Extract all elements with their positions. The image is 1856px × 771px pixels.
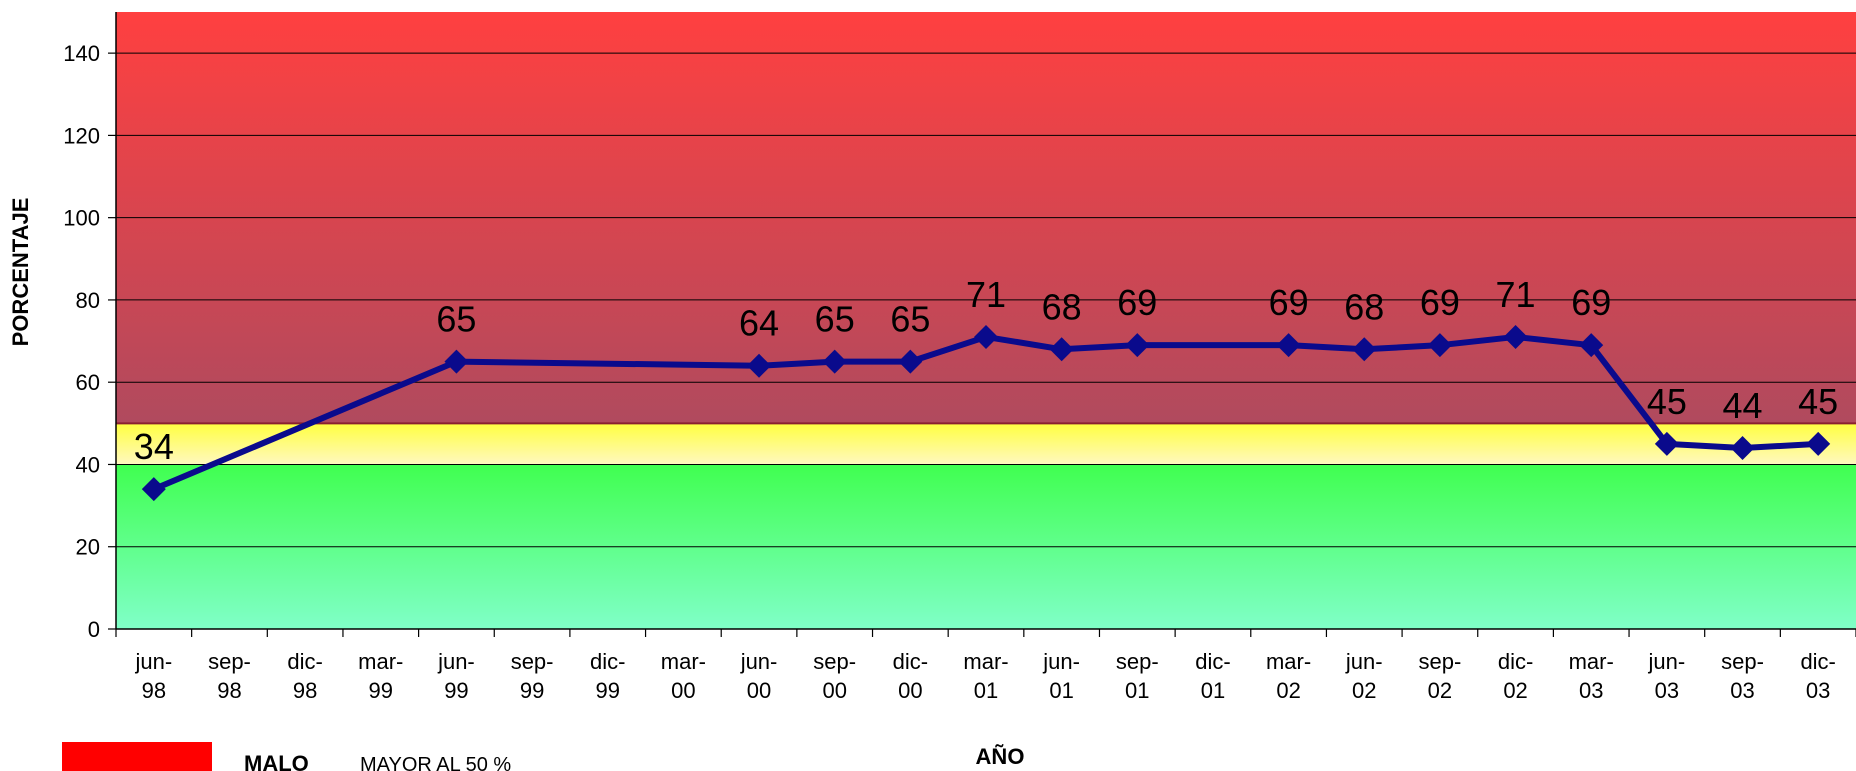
x-tick-label: dic-03 — [1800, 649, 1835, 703]
data-label: 45 — [1647, 381, 1687, 422]
data-point-marker — [1125, 333, 1150, 358]
band-yellow — [116, 423, 1856, 465]
y-tick-label: 100 — [63, 206, 100, 231]
data-label: 64 — [739, 303, 779, 344]
legend-label-malo: MALO — [244, 751, 309, 771]
x-tick-label: dic-00 — [893, 649, 928, 703]
data-label: 71 — [966, 274, 1006, 315]
y-tick-labels: 0 20 40 60 80 100 120 140 — [63, 41, 100, 642]
x-tick-label: jun-00 — [740, 649, 778, 703]
data-point-marker — [747, 353, 772, 378]
data-label: 34 — [134, 426, 174, 467]
data-point-marker — [974, 324, 998, 349]
y-tick-label: 20 — [76, 535, 100, 560]
x-tick-label: sep-98 — [208, 649, 251, 703]
x-tick-label: sep-03 — [1721, 649, 1764, 703]
data-labels: 34 65 64 65 65 71 68 69 69 68 69 71 69 45 44 45 — [134, 274, 1838, 467]
data-label: 65 — [436, 299, 476, 340]
series-polyline — [152, 333, 1819, 492]
x-tick-label: sep-99 — [511, 649, 554, 703]
data-point-marker — [822, 349, 847, 374]
x-tick-label: jun-02 — [1345, 649, 1383, 703]
data-point-marker — [1503, 324, 1528, 349]
data-point-marker — [1049, 337, 1074, 362]
x-tick-label: dic-99 — [590, 649, 625, 703]
y-axis-title: PORCENTAJE — [8, 198, 33, 347]
legend-swatch-malo — [62, 742, 212, 771]
legend-desc-malo: MAYOR AL 50 % — [360, 754, 511, 771]
data-points — [141, 324, 1831, 502]
x-tick-label: sep-01 — [1116, 649, 1159, 703]
y-tick-label: 40 — [76, 452, 100, 477]
data-point-marker — [1579, 333, 1604, 358]
gridlines — [116, 52, 1856, 548]
data-point-marker — [1352, 337, 1377, 362]
x-tick-label: mar-99 — [358, 649, 403, 703]
data-label: 69 — [1117, 282, 1157, 323]
y-tick-label: 60 — [76, 370, 100, 395]
data-label: 65 — [815, 299, 855, 340]
x-tick-label: dic-02 — [1498, 649, 1533, 703]
x-tick-label: mar-00 — [661, 649, 706, 703]
x-tick-label: sep-00 — [813, 649, 856, 703]
x-tick-label: mar-02 — [1266, 649, 1311, 703]
y-tick-label: 140 — [63, 41, 100, 66]
y-tick-label: 0 — [88, 617, 100, 642]
x-tick-label: dic-01 — [1195, 649, 1230, 703]
data-point-marker — [444, 349, 469, 374]
x-tick-label: dic-98 — [287, 649, 322, 703]
x-tick-label: sep-02 — [1419, 649, 1462, 703]
y-tick-label: 80 — [76, 288, 100, 313]
y-tick-label: 120 — [63, 123, 100, 148]
data-label: 68 — [1042, 286, 1082, 327]
x-tick-label: jun-98 — [134, 649, 172, 703]
x-tick-label: mar-01 — [963, 649, 1008, 703]
x-tick-label: jun-99 — [437, 649, 475, 703]
data-point-marker — [1806, 431, 1831, 456]
data-point-marker — [1730, 436, 1755, 461]
data-label: 68 — [1344, 286, 1384, 327]
x-tick-label: mar-03 — [1569, 649, 1614, 703]
data-point-marker — [1654, 431, 1679, 456]
data-point-marker — [1427, 333, 1452, 358]
data-label: 69 — [1269, 282, 1309, 323]
data-point-marker — [898, 349, 923, 374]
data-label: 44 — [1722, 385, 1762, 426]
data-label: 69 — [1420, 282, 1460, 323]
data-label: 69 — [1571, 282, 1611, 323]
axes — [108, 12, 1856, 637]
x-tick-labels: jun-98 sep-98 dic-98 mar-99 jun-99 sep-99 dic-… — [134, 649, 1835, 703]
data-label: 65 — [890, 299, 930, 340]
x-tick-label: jun-01 — [1042, 649, 1080, 703]
x-axis-title: AÑO — [976, 744, 1025, 769]
data-label: 45 — [1798, 381, 1838, 422]
data-point-marker — [1276, 333, 1301, 358]
data-label: 71 — [1496, 274, 1536, 315]
data-point-marker — [141, 477, 166, 502]
x-tick-label: jun-03 — [1648, 649, 1686, 703]
series-line — [152, 333, 1819, 492]
